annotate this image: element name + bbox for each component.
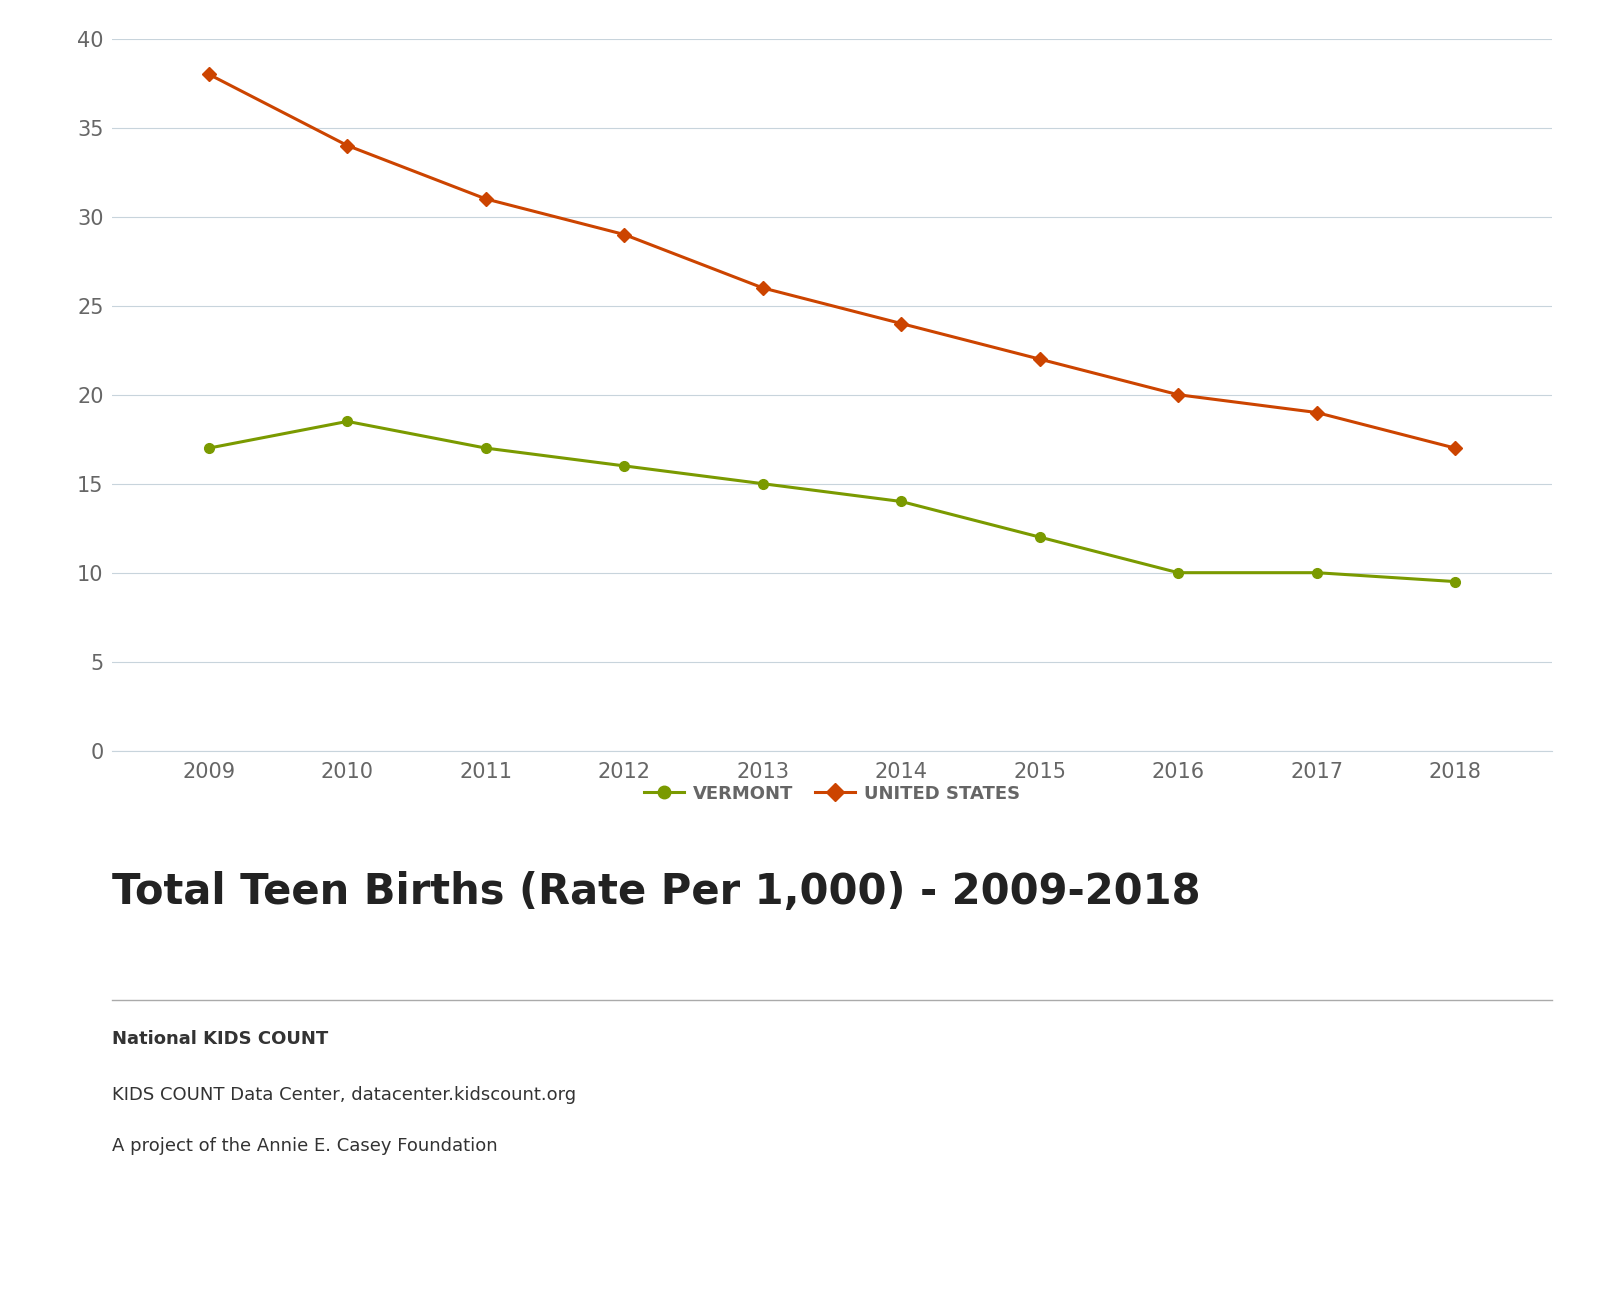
Text: Total Teen Births (Rate Per 1,000) - 2009-2018: Total Teen Births (Rate Per 1,000) - 200… [112, 871, 1200, 913]
Text: KIDS COUNT Data Center, datacenter.kidscount.org: KIDS COUNT Data Center, datacenter.kidsc… [112, 1085, 576, 1103]
Text: National KIDS COUNT: National KIDS COUNT [112, 1030, 328, 1048]
Legend: VERMONT, UNITED STATES: VERMONT, UNITED STATES [637, 778, 1027, 810]
Text: A project of the Annie E. Casey Foundation: A project of the Annie E. Casey Foundati… [112, 1137, 498, 1155]
